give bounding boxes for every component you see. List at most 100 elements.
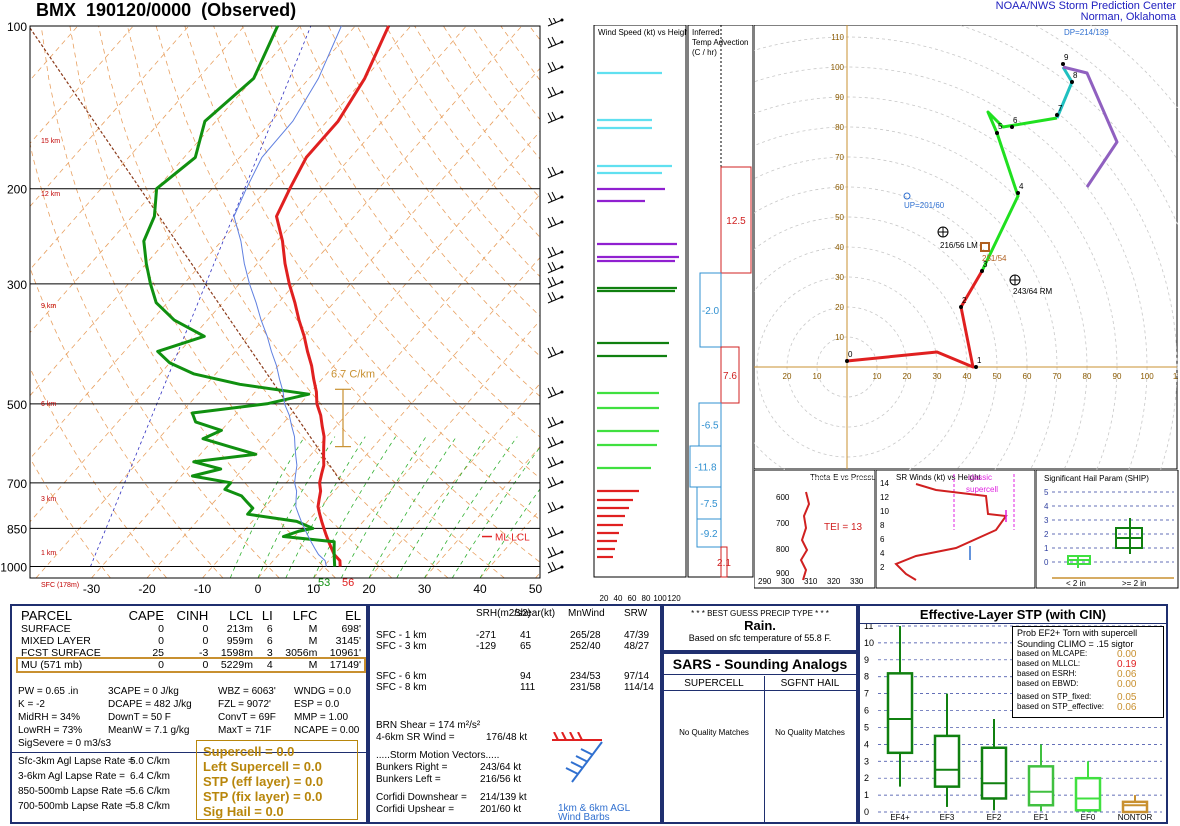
composite-value: Supercell = 0.0 bbox=[203, 744, 295, 759]
vector-value: 216/56 kt bbox=[480, 774, 522, 785]
parcel-cell: 0 bbox=[158, 635, 165, 647]
kin-cell: -271 bbox=[476, 630, 497, 641]
lcl-label: ML LCL bbox=[495, 533, 530, 544]
parcel-cell: MIXED LAYER bbox=[21, 635, 91, 647]
hodo-x-tick: 80 bbox=[1083, 372, 1092, 381]
theta-x-tick: 310 bbox=[804, 577, 818, 586]
srw-tick: 2 bbox=[880, 563, 885, 572]
stp-prob-value: 0.05 bbox=[1117, 692, 1137, 703]
stp-box bbox=[933, 734, 961, 788]
kin-header: SRW bbox=[624, 608, 648, 619]
sars-title: SARS - Sounding Analogs bbox=[664, 654, 856, 675]
lapse-value: 6.4 C/km bbox=[130, 771, 171, 782]
index-value: K = -2 bbox=[18, 699, 45, 710]
wind-barbs bbox=[547, 18, 564, 574]
skewt-grid bbox=[29, 25, 541, 579]
parcel-cell: 10961' bbox=[329, 647, 361, 659]
wind-speed-tick: 80 bbox=[642, 594, 651, 603]
parcel-cell: 3145' bbox=[335, 635, 361, 647]
temp-adv-value: -2.0 bbox=[702, 306, 720, 317]
hodo-up-label: UP=201/60 bbox=[904, 201, 945, 210]
index-value: FZL = 9072' bbox=[218, 699, 271, 710]
sr-winds-panel: SR Winds (kt) vs Height 14 12 10 8 6 4 2 classic… bbox=[876, 470, 1036, 589]
stp-y-tick: 6 bbox=[864, 706, 869, 716]
parcel-cell: 5229m bbox=[220, 659, 253, 671]
hodo-x-tick: 100 bbox=[1140, 372, 1154, 381]
pressure-tick: 700 bbox=[7, 477, 27, 491]
wind-speed-title: Wind Speed (kt) vs Height bbox=[598, 28, 687, 37]
stp-prob-label: based on STP_fixed: bbox=[1017, 692, 1092, 701]
parcel-cell: FCST SURFACE bbox=[21, 647, 101, 659]
hodo-x-tick: 90 bbox=[1113, 372, 1122, 381]
pressure-tick: 200 bbox=[7, 183, 27, 197]
parcel-box: PARCEL CAPE CINH LCL LI LFC EL SURFACE 0 0 213m 6 M… bbox=[10, 604, 368, 824]
hodo-y-tick: 100 bbox=[831, 63, 845, 72]
lapse-row: 850-500mb Lapse Rate = 5.6 C/km bbox=[18, 786, 198, 797]
kin-cell: 41 bbox=[520, 630, 532, 641]
barb-label-1: 1km & 6km AGL bbox=[558, 803, 631, 814]
stp-prob-line1: Prob EF2+ Torn with supercell bbox=[1017, 628, 1138, 638]
pressure-tick: 1000 bbox=[0, 561, 27, 575]
lapse-row: 700-500mb Lapse Rate = 5.8 C/km bbox=[18, 801, 198, 812]
stp-category: EF2 bbox=[987, 813, 1002, 822]
parcel-cell: 4 bbox=[266, 659, 273, 671]
parcel-cell: 0 bbox=[158, 659, 165, 671]
stp-category: EF0 bbox=[1081, 813, 1096, 822]
index-value: ConvT = 69F bbox=[218, 712, 276, 723]
stp-box bbox=[980, 746, 1008, 800]
lapse-value: 5.0 C/km bbox=[130, 756, 171, 767]
temp-adv-value: -11.8 bbox=[694, 463, 716, 474]
height-label: 3 km bbox=[41, 496, 56, 503]
kin-cell: 265/28 bbox=[570, 630, 601, 641]
parcel-cell: 0 bbox=[202, 659, 209, 671]
pressure-tick: 500 bbox=[7, 398, 27, 412]
srw-tick: 14 bbox=[880, 479, 889, 488]
stp-prob-box: Prob EF2+ Torn with supercell Sounding C… bbox=[1012, 626, 1164, 718]
index-value: MaxT = 71F bbox=[218, 725, 272, 736]
temp-adv-value: 7.6 bbox=[723, 371, 737, 382]
hodo-x-tick: 20 bbox=[783, 372, 792, 381]
parcel-row: MIXED LAYER 0 0 959m 6 M 3145' bbox=[18, 635, 364, 647]
theta-x-tick: 300 bbox=[781, 577, 795, 586]
lapse-value: 5.6 C/km bbox=[130, 786, 171, 797]
temp-adv-value: -9.2 bbox=[700, 529, 718, 540]
lapse-label: Sfc-3km Agl Lapse Rate = bbox=[18, 756, 134, 767]
height-label: 6 km bbox=[41, 401, 56, 408]
srw-note-1: classic bbox=[968, 473, 992, 482]
hodograph: 2010102030405060708090100111101009080706… bbox=[754, 25, 1178, 470]
hodo-x-tick: 10 bbox=[813, 372, 822, 381]
hodo-trace bbox=[846, 270, 984, 369]
org-location: Norman, Oklahoma bbox=[1080, 11, 1176, 23]
valid-time: 190120/0000 bbox=[86, 0, 192, 20]
brn-shear: BRN Shear = 174 m²/s² bbox=[376, 720, 481, 731]
composite-value: Sig Hail = 0.0 bbox=[203, 804, 284, 819]
parcel-cell: 0 bbox=[202, 623, 209, 635]
hodo-height-mark: 4 bbox=[1019, 182, 1024, 191]
hodo-mean-label: 231/54 bbox=[982, 254, 1007, 263]
ship-tick: 3 bbox=[1044, 516, 1049, 525]
temp-adv-value: -7.5 bbox=[700, 499, 718, 510]
vector-label: Corfidi Downshear = bbox=[376, 792, 467, 803]
parcel-cell: 959m bbox=[226, 635, 253, 647]
stp-prob-value: 0.00 bbox=[1117, 649, 1137, 660]
temp-tick: 20 bbox=[362, 582, 376, 596]
stp-box bbox=[886, 672, 914, 755]
hodo-x-tick: 10 bbox=[873, 372, 882, 381]
hodo-dp-label: DP=214/139 bbox=[1064, 28, 1109, 37]
kin-header: Shear(kt) bbox=[514, 608, 556, 619]
parcel-cell: 213m bbox=[226, 623, 253, 635]
kin-cell: 94 bbox=[520, 671, 532, 682]
hodo-y-tick: 10 bbox=[835, 333, 844, 342]
pressure-tick: 300 bbox=[7, 278, 27, 292]
stp-box: Effective-Layer STP (with CIN) 11 10 9 8 7 6 5… bbox=[858, 604, 1168, 824]
index-value: MidRH = 34% bbox=[18, 712, 80, 723]
srw-tick: 8 bbox=[880, 521, 885, 530]
hodo-x-tick: 30 bbox=[933, 372, 942, 381]
stp-prob-value: 0.19 bbox=[1117, 659, 1137, 670]
precip-box: * * * BEST GUESS PRECIP TYPE * * * Rain.… bbox=[662, 604, 858, 652]
hodo-y-tick: 50 bbox=[835, 213, 844, 222]
hodo-y-tick: 110 bbox=[831, 33, 844, 42]
pressure-tick: 850 bbox=[7, 522, 27, 536]
hodo-x-tick: 40 bbox=[963, 372, 972, 381]
stp-prob-value: 0.06 bbox=[1117, 669, 1137, 680]
